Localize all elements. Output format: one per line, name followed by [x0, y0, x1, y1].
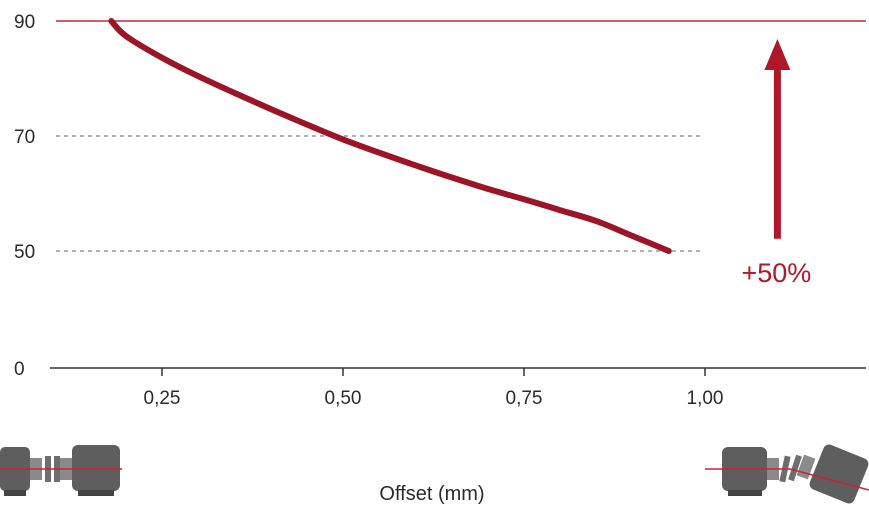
x-tick-label: 0,25: [144, 388, 181, 409]
x-tick-label: 0,50: [325, 388, 362, 409]
y-tick-label: 50: [14, 242, 35, 263]
increase-arrow: [764, 39, 791, 239]
y-tick-label: 70: [14, 127, 35, 148]
series-line: [108, 18, 672, 254]
tick-labels: 0 50 70 90 0,25 0,50 0,75 1,00: [14, 12, 723, 409]
x-tick-label: 0,75: [506, 388, 543, 409]
misaligned-coupling-icon: [705, 444, 869, 504]
increase-annotation: +50%: [741, 258, 811, 288]
grid-lines: [56, 20, 866, 252]
aligned-coupling-icon: [0, 445, 122, 496]
y-tick-label: 0: [14, 359, 25, 380]
x-tick-label: 1,00: [687, 388, 724, 409]
y-tick-label: 90: [14, 12, 35, 33]
x-axis-label: Offset (mm): [379, 483, 484, 505]
